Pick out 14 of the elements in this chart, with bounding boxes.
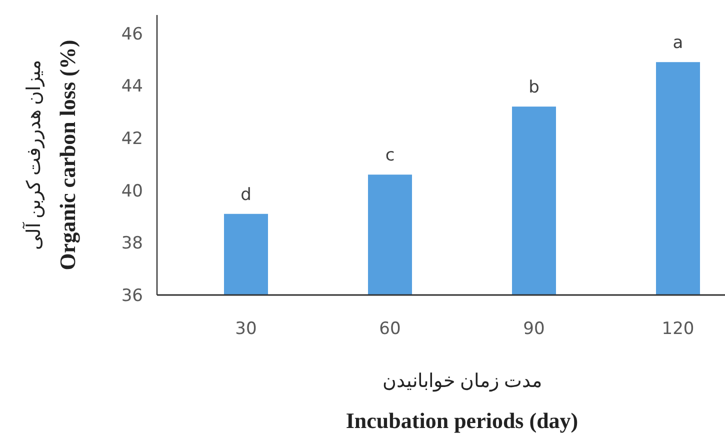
- x-tick-label: 120: [662, 319, 694, 339]
- annotation: c: [385, 146, 395, 166]
- y-tick-label: 36: [121, 286, 143, 306]
- annotation: a: [672, 33, 684, 54]
- y-tick-label: 44: [121, 76, 143, 97]
- annotation: b: [528, 78, 540, 98]
- y-tick-label: 46: [121, 24, 143, 44]
- x-tick-label: 30: [235, 319, 257, 339]
- x-tick-label: 90: [523, 319, 545, 339]
- y-tick-label: 42: [121, 128, 143, 149]
- y-tick-label: 38: [121, 234, 143, 254]
- y-tick-label: 40: [121, 181, 143, 202]
- x-tick-label: 60: [379, 319, 401, 339]
- annotation: d: [240, 184, 252, 205]
